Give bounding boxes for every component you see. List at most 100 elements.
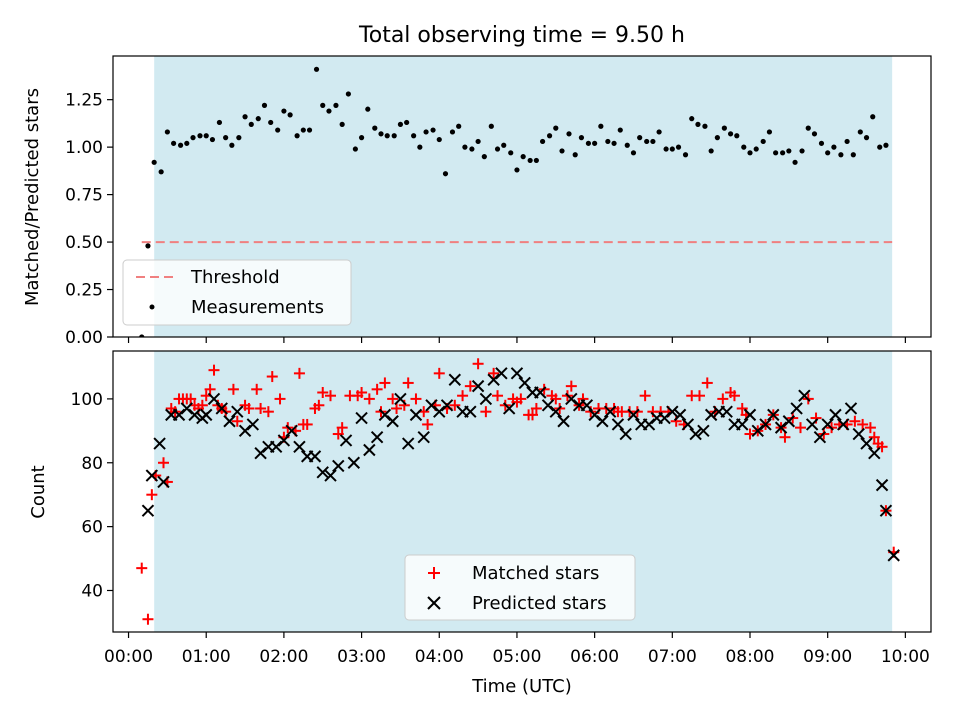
matched-star-point [336, 422, 348, 434]
measurement-point [242, 114, 248, 120]
bottom-y-tick-label: 100 [71, 390, 103, 410]
predicted-star-point [611, 418, 625, 431]
matched-star-point [231, 415, 243, 427]
predicted-star-point [666, 405, 679, 418]
matched-star-point [379, 377, 391, 389]
measurement-point [333, 102, 339, 108]
predicted-star-point [720, 405, 733, 418]
predicted-star-point [308, 450, 322, 463]
measurement-point [442, 171, 449, 177]
measurement-point [592, 140, 598, 146]
bottom-y-tick-label: 40 [81, 581, 103, 601]
measurement-point [527, 157, 533, 164]
predicted-star-point [627, 408, 640, 422]
measurement-point [825, 150, 831, 156]
legend-matched-label: Matched stars [472, 563, 599, 584]
measurement-point [306, 127, 313, 133]
matched-star-point [262, 406, 274, 418]
measurement-point [255, 116, 261, 122]
chart-title: Total observing time = 9.50 h [358, 23, 685, 48]
measurement-point [411, 133, 417, 139]
measurement-point [184, 140, 190, 146]
measurement-point [145, 243, 151, 249]
legend-measurements-swatch [149, 304, 155, 310]
bottom-legend: Matched stars Predicted stars [404, 554, 636, 621]
measurement-point [365, 106, 371, 112]
matched-star-point [728, 390, 740, 402]
predicted-star-point [339, 434, 353, 447]
matched-star-point [208, 364, 220, 376]
matched-star-point [639, 390, 651, 402]
predicted-star-point [277, 434, 291, 447]
measurement-point [345, 91, 351, 97]
top-y-tick-label: 0.25 [65, 281, 103, 301]
measurement-points [139, 66, 889, 337]
measurement-point [417, 144, 423, 150]
measurement-point [456, 123, 462, 129]
legend-predicted-label: Predicted stars [472, 593, 606, 614]
measurement-point [339, 121, 345, 127]
predicted-star-point [223, 415, 236, 428]
measurement-point [656, 129, 662, 135]
measurement-point [766, 129, 773, 135]
predicted-star-point [759, 418, 772, 431]
matched-star-point [301, 418, 313, 430]
measurement-point [611, 140, 617, 146]
matched-star-point [457, 390, 469, 402]
predicted-star-point [681, 418, 695, 431]
measurement-point [844, 138, 850, 145]
matched-star-point [387, 393, 399, 405]
predicted-star-point [844, 402, 858, 415]
measurement-point [287, 112, 293, 118]
predicted-star-point [580, 399, 594, 412]
predicted-star-point [448, 373, 462, 386]
predicted-star-point [518, 376, 531, 390]
measurement-point [877, 144, 883, 150]
measurement-point [475, 138, 481, 145]
measurement-point [546, 133, 553, 139]
measurement-point [624, 142, 630, 148]
measurement-point [209, 136, 216, 143]
predicted-star-point [440, 399, 454, 412]
matched-star-point [157, 457, 169, 469]
top-legend-box [122, 259, 352, 326]
predicted-star-point [852, 427, 865, 441]
top-y-tick-label: 1.00 [65, 138, 103, 158]
x-tick-label: 06:00 [570, 647, 619, 667]
measurement-point [644, 138, 650, 145]
measurement-point [248, 121, 254, 127]
matched-star-point [266, 371, 278, 383]
predicted-star-point [879, 504, 893, 517]
predicted-star-point [464, 405, 477, 418]
measurement-point [384, 133, 390, 139]
measurement-point [378, 131, 384, 137]
matched-star-point [196, 399, 208, 411]
matched-star-point [480, 406, 492, 418]
legend-matched-swatch [428, 567, 440, 579]
measurement-point [268, 119, 274, 126]
bottom-ylabel: Count [28, 465, 49, 518]
x-tick-label: 07:00 [648, 647, 697, 667]
bottom-axes-frame [112, 350, 932, 633]
predicted-star-point [285, 424, 298, 438]
x-tick-label: 03:00 [337, 647, 386, 667]
predicted-star-point [141, 504, 155, 517]
measurement-point [811, 131, 818, 137]
matched-star-point [717, 393, 729, 405]
measurement-point [805, 125, 811, 131]
matched-star-point [464, 380, 476, 392]
predicted-star-point [673, 408, 687, 422]
bottom-x-ticks: 00:00 01:00 02:00 03:00 04:00 05:00 06:00 07:00… [104, 632, 930, 667]
predicted-star-point [837, 418, 850, 431]
measurement-point [689, 116, 695, 122]
predicted-star-point [510, 367, 524, 380]
predicted-star-point [790, 402, 803, 415]
predicted-star-point [782, 415, 796, 428]
predicted-star-point [736, 418, 749, 431]
top-ylabel: Matched/Predicted stars [22, 88, 43, 306]
matched-star-point [371, 383, 383, 395]
predicted-star-point [887, 549, 900, 562]
predicted-star-point [347, 456, 361, 469]
measurement-point [617, 127, 623, 133]
measurement-point [838, 152, 844, 158]
